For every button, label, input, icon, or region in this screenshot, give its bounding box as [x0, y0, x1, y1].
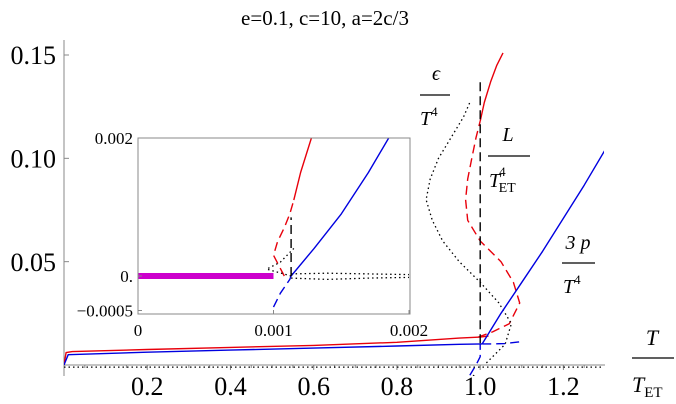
inset-x-tick-group: 0 0.001 0.002 [134, 310, 428, 340]
main-x-tick-label: 0.8 [381, 372, 414, 401]
latent-heat-label-denominator: T4 ET [489, 164, 516, 196]
inset-x-tick-label: 0 [134, 321, 143, 340]
inset-series-line-2 [293, 138, 313, 201]
main-x-tick-label: 1.2 [547, 372, 580, 401]
main-series-line-2 [464, 120, 521, 338]
inset-y-tick-group: −0.0005 0. 0.002 [77, 129, 142, 320]
inset-y-tick-label: 0.002 [95, 129, 133, 148]
chart-title: e=0.1, c=10, a=2c/3 [241, 6, 409, 30]
pressure-label-numerator: 3 p [565, 232, 591, 254]
x-axis-label-numerator: T [646, 325, 660, 350]
main-series-group [64, 52, 604, 376]
inset-series-line-8 [291, 276, 410, 281]
inset-series-line-7 [291, 272, 410, 276]
main-x-tick-label: 0.6 [297, 372, 330, 401]
pressure-label: 3 p T4 [562, 232, 595, 298]
inset-y-tick-label: −0.0005 [77, 301, 133, 320]
main-y-tick-label: 0.15 [11, 41, 57, 70]
main-series-line-0 [64, 335, 489, 366]
inset-x-tick-label: 0.002 [390, 321, 428, 340]
pressure-label-denominator: T4 [563, 272, 581, 298]
main-series-line-3 [479, 52, 504, 122]
inset-background [138, 138, 410, 314]
main-x-tick-label: 0.2 [131, 372, 164, 401]
inset-series-line-3 [290, 138, 390, 277]
inset-series-line-1 [272, 199, 295, 277]
inset-series-line-4 [272, 275, 292, 308]
x-axis-label: T TET [632, 325, 674, 401]
energy-label-denominator: T4 [420, 104, 438, 130]
latent-heat-label: L T4 ET [488, 124, 530, 196]
latent-heat-label-numerator: L [501, 124, 513, 146]
main-y-tick-label: 0.10 [11, 144, 57, 173]
x-tick-group: 0.2 0.4 0.6 0.8 1.0 1.2 [84, 365, 585, 401]
energy-label-numerator: ϵ [432, 63, 441, 85]
main-series-line-8 [482, 340, 522, 345]
inset-chart: 0 0.001 0.002 −0.0005 0. 0.002 [77, 129, 428, 340]
main-series-line-6 [481, 150, 604, 345]
energy-label: ϵ T4 [420, 63, 450, 130]
inset-y-tick-label: 0. [120, 267, 133, 286]
inset-series-line-6 [266, 247, 295, 277]
x-axis-label-denominator: TET [632, 372, 663, 401]
main-y-tick-label: 0.05 [11, 248, 57, 277]
main-series-line-1 [64, 343, 483, 366]
main-x-tick-label: 1.0 [464, 372, 497, 401]
y-tick-group: 0.05 0.10 0.15 [11, 41, 69, 277]
main-x-tick-label: 0.4 [214, 372, 247, 401]
main-series-line-4 [425, 102, 513, 364]
inset-x-tick-label: 0.001 [254, 321, 292, 340]
inset-series-group [138, 138, 410, 308]
